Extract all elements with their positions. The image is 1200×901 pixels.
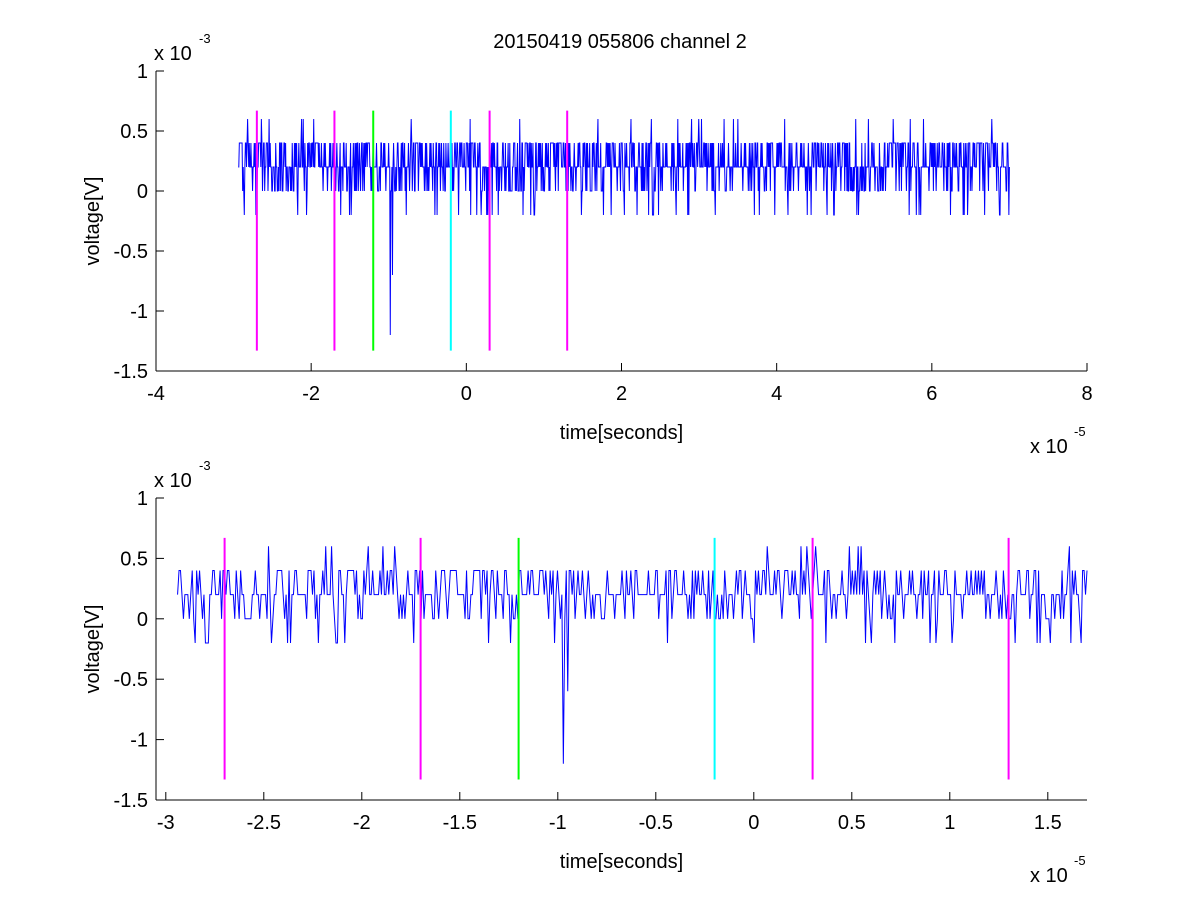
signal-trace xyxy=(177,546,1088,764)
x-axis-label: time[seconds] xyxy=(560,422,683,444)
x-tick-label: -2 xyxy=(353,812,371,834)
y-multiplier-label: x 10 xyxy=(154,470,192,492)
signal-trace xyxy=(238,118,1010,336)
x-tick-label: -2.5 xyxy=(247,812,281,834)
y-tick-label: -0.5 xyxy=(114,241,148,263)
x-tick-label: 4 xyxy=(771,383,782,405)
x-tick-label: -0.5 xyxy=(639,812,673,834)
top-axes: -4 -2 0 2 4 6 8 -1.5 -1 -0.5 0 0.5 1 time[seconds] vol… xyxy=(82,31,1093,458)
x-tick-label: 0.5 xyxy=(838,812,866,834)
y-multiplier-exponent: -3 xyxy=(199,31,211,46)
y-axis-label: voltage[V] xyxy=(82,605,104,694)
y-axis-label: voltage[V] xyxy=(82,177,104,266)
y-tick-label: 0.5 xyxy=(120,121,148,143)
x-multiplier-label: x 10 xyxy=(1030,865,1068,887)
y-tick-label: -1 xyxy=(130,301,148,323)
y-tick-label: 0 xyxy=(137,181,148,203)
x-multiplier-exponent: -5 xyxy=(1074,424,1086,439)
x-tick-label: -2 xyxy=(302,383,320,405)
figure-title: 20150419 055806 channel 2 xyxy=(493,31,747,53)
x-multiplier-label: x 10 xyxy=(1030,436,1068,458)
x-tick-label: 6 xyxy=(926,383,937,405)
x-tick-label: -4 xyxy=(147,383,165,405)
x-tick-label: -1.5 xyxy=(443,812,477,834)
x-tick-label: -3 xyxy=(157,812,175,834)
y-tick-label: 0 xyxy=(137,609,148,631)
x-axis-label: time[seconds] xyxy=(560,851,683,873)
x-tick-label: 0 xyxy=(461,383,472,405)
y-tick-label: 1 xyxy=(137,61,148,83)
x-tick-label: 0 xyxy=(748,812,759,834)
x-tick-label: -1 xyxy=(549,812,567,834)
x-tick-label: 1 xyxy=(944,812,955,834)
y-tick-label: -1.5 xyxy=(114,361,148,383)
x-tick-label: 8 xyxy=(1081,383,1092,405)
x-multiplier-exponent: -5 xyxy=(1074,853,1086,868)
bottom-axes: -3 -2.5 -2 -1.5 -1 -0.5 0 0.5 1 1.5 -1.5 -1 -0.5 0 0.5… xyxy=(82,458,1088,887)
y-tick-label: -0.5 xyxy=(114,669,148,691)
y-tick-label: -1 xyxy=(130,730,148,752)
y-tick-label: -1.5 xyxy=(114,790,148,812)
x-tick-label: 2 xyxy=(616,383,627,405)
y-multiplier-exponent: -3 xyxy=(199,458,211,473)
y-tick-label: 0.5 xyxy=(120,548,148,570)
y-tick-label: 1 xyxy=(137,488,148,510)
x-tick-label: 1.5 xyxy=(1034,812,1062,834)
y-multiplier-label: x 10 xyxy=(154,43,192,65)
